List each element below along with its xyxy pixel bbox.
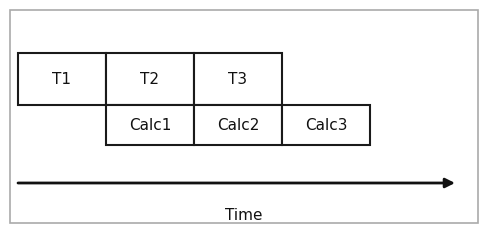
Bar bbox=[282, 105, 370, 145]
Bar bbox=[194, 53, 282, 105]
Text: T2: T2 bbox=[141, 72, 160, 86]
Bar bbox=[106, 105, 194, 145]
Text: T1: T1 bbox=[53, 72, 72, 86]
Bar bbox=[106, 53, 194, 105]
Text: Time: Time bbox=[225, 208, 263, 223]
Text: Calc2: Calc2 bbox=[217, 117, 259, 133]
Text: Calc1: Calc1 bbox=[129, 117, 171, 133]
Text: Calc3: Calc3 bbox=[305, 117, 347, 133]
Text: T3: T3 bbox=[228, 72, 247, 86]
Bar bbox=[18, 53, 106, 105]
Bar bbox=[194, 105, 282, 145]
